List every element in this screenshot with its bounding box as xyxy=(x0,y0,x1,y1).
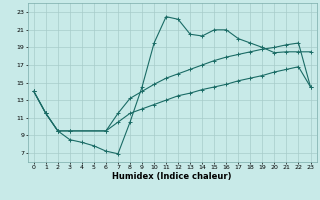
X-axis label: Humidex (Indice chaleur): Humidex (Indice chaleur) xyxy=(112,172,232,181)
